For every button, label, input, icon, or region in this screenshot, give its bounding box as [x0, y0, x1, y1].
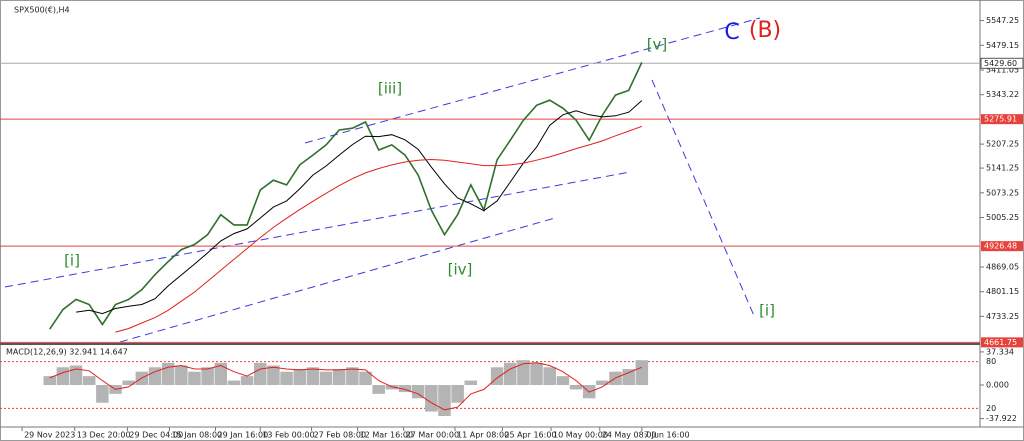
histogram-bar	[556, 376, 570, 385]
histogram-bar	[175, 365, 188, 385]
x-tick-label: 29 Dec 04:00	[129, 431, 183, 440]
histogram-bar	[398, 385, 412, 393]
histogram-bar	[161, 362, 175, 385]
histogram-bar	[359, 371, 372, 385]
x-tick-label: 13 Dec 20:00	[77, 431, 131, 440]
indicator-title: MACD(12,26,9) 32.941 14.647	[6, 348, 128, 357]
level-label: 5275.91	[984, 115, 1017, 124]
y2-tick-label: 20	[986, 404, 996, 413]
price-line	[76, 100, 643, 315]
last-price-label: 5429.60	[984, 59, 1017, 68]
price-line	[115, 125, 642, 333]
y-tick-label: 37.334	[986, 347, 1014, 356]
histogram-bar	[43, 376, 56, 385]
y-tick-label: 5479.15	[986, 41, 1019, 50]
histogram-bar	[411, 385, 425, 399]
histogram-bar	[438, 385, 451, 417]
x-tick-label: 24 May 08:00	[602, 431, 657, 440]
histogram-bar	[596, 380, 609, 385]
histogram-bar	[148, 367, 162, 385]
y-tick-label: -37.922	[986, 414, 1017, 423]
y-tick-label: 5073.25	[986, 188, 1019, 197]
trend-line	[4, 171, 631, 288]
trend-line	[304, 17, 761, 144]
forecast-line	[651, 79, 756, 319]
level-label-box	[981, 241, 1023, 252]
histogram-bar	[267, 365, 280, 385]
histogram-bar	[372, 385, 385, 394]
wave-label: [iv]	[448, 261, 473, 279]
histogram-bar	[332, 369, 346, 385]
histogram-bar	[319, 371, 333, 385]
x-tick-label: 29 Jan 16:00	[218, 431, 269, 440]
histogram-bar	[530, 362, 543, 385]
histogram-bar	[254, 362, 267, 385]
wave-label: [i]	[759, 302, 775, 320]
histogram-bar	[188, 371, 201, 385]
x-tick-label: 7 Jun 16:00	[644, 431, 690, 440]
wave-label: (B)	[749, 18, 781, 43]
wave-label: [iii]	[378, 80, 402, 98]
trend-line	[119, 217, 556, 343]
y-tick-label: 0.000	[986, 381, 1009, 390]
histogram-bar	[214, 362, 228, 385]
wave-label: [i]	[64, 252, 80, 270]
y-tick-label: 5207.25	[986, 140, 1019, 149]
histogram-bar	[201, 367, 214, 385]
histogram-bar	[425, 385, 438, 412]
x-tick-label: 25 Apr 16:00	[504, 431, 556, 440]
level-label-box	[981, 114, 1023, 125]
histogram-bar	[569, 385, 583, 390]
y-tick-label: 4733.25	[986, 312, 1019, 321]
y-tick-label: 5141.25	[986, 164, 1019, 173]
histogram-bar	[543, 367, 556, 385]
wave-label: [v]	[647, 36, 668, 54]
histogram-bar	[635, 360, 649, 385]
x-tick-label: 12 Mar 16:00	[360, 431, 413, 440]
histogram-bar	[622, 369, 635, 385]
y-tick-label: 4869.05	[986, 263, 1019, 272]
last-price-box	[980, 57, 1024, 69]
x-tick-label: 27 Mar 00:00	[406, 431, 459, 440]
histogram-bar	[240, 376, 254, 385]
histogram-bar	[69, 365, 83, 385]
histogram-bar	[293, 369, 306, 385]
wave-label: C	[724, 20, 739, 45]
trend-lines	[4, 17, 761, 343]
level-label: 4661.75	[984, 338, 1017, 347]
y-tick-label: 5343.22	[986, 90, 1019, 99]
y-tick-label: 4801.15	[986, 287, 1019, 296]
level-label-box	[981, 337, 1023, 348]
histogram-bar	[464, 380, 478, 385]
histogram-bar	[306, 367, 320, 385]
y-tick-label: 5411.05	[986, 66, 1019, 75]
histogram-bar	[122, 380, 135, 385]
histogram-bar	[451, 385, 464, 403]
x-tick-label: 29 Nov 2023	[24, 431, 75, 440]
histogram-bar	[504, 362, 517, 385]
x-tick-label: 11 Apr 08:00	[457, 431, 509, 440]
histogram-bar	[56, 367, 70, 385]
x-tick-label: 27 Feb 08:00	[314, 431, 366, 440]
x-tick-label: 13 Feb 00:00	[262, 431, 314, 440]
x-tick-label: 10 May 00:00	[553, 431, 608, 440]
histogram-bar	[280, 371, 293, 385]
level-label: 4926.48	[984, 242, 1017, 251]
histogram-bar	[227, 380, 241, 385]
signal-line	[49, 362, 642, 411]
histogram-bar	[96, 385, 109, 403]
y-tick-label: 5547.25	[986, 16, 1019, 25]
y-tick-label: 5005.25	[986, 213, 1019, 222]
y2-tick-label: 80	[986, 357, 996, 366]
histogram-bar	[82, 376, 96, 385]
chart-title: SPX500(€),H4	[14, 6, 70, 15]
histogram-bar	[346, 367, 359, 385]
x-tick-label: 15 Jan 08:00	[171, 431, 222, 440]
histogram-bar	[517, 360, 530, 385]
price-line	[49, 62, 643, 330]
